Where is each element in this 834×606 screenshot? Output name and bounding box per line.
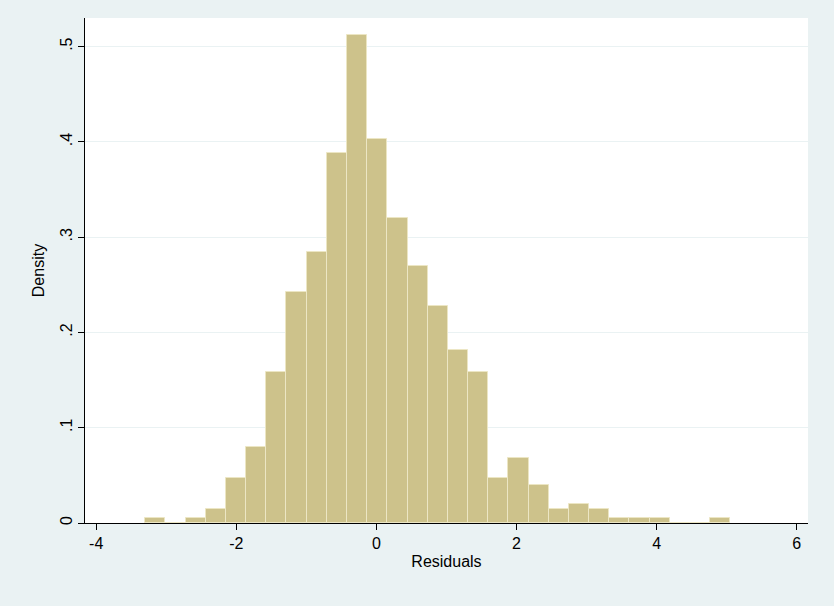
svg-text:Density: Density [30, 244, 47, 297]
svg-text:0: 0 [372, 535, 381, 552]
svg-text:0: 0 [58, 516, 75, 525]
svg-text:.5: .5 [58, 37, 75, 50]
svg-text:.1: .1 [58, 419, 75, 432]
svg-text:4: 4 [652, 535, 661, 552]
svg-text:6: 6 [792, 535, 801, 552]
svg-text:.4: .4 [58, 133, 75, 146]
svg-text:.2: .2 [58, 323, 75, 336]
svg-text:2: 2 [512, 535, 521, 552]
svg-text:-2: -2 [229, 535, 243, 552]
svg-text:Residuals: Residuals [411, 553, 481, 570]
svg-text:.3: .3 [58, 228, 75, 241]
svg-text:-4: -4 [89, 535, 103, 552]
